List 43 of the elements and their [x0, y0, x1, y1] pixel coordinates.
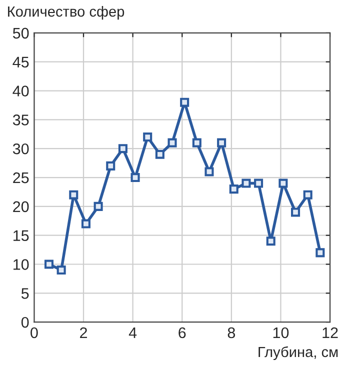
- point: [229, 184, 238, 194]
- point: [94, 202, 103, 211]
- y-axis-title: Количество сфер: [8, 6, 124, 20]
- x-tick-label: 8: [228, 327, 236, 338]
- x-tick-label: 10: [273, 327, 289, 338]
- x-tick-label: 6: [178, 327, 186, 338]
- y-tick-label: 0: [21, 316, 29, 328]
- x-axis-title: Глубина, см: [258, 346, 338, 360]
- point: [316, 248, 325, 258]
- point: [242, 178, 251, 188]
- x-tick-label: 4: [128, 328, 137, 338]
- point: [217, 138, 226, 148]
- point: [291, 208, 300, 217]
- y-tick-label: 25: [13, 172, 29, 184]
- y-tick-label: 50: [12, 28, 29, 39]
- y-tick-label: 20: [13, 201, 29, 212]
- point: [204, 167, 214, 176]
- x-tick-label: 12: [322, 327, 338, 338]
- point: [266, 236, 276, 246]
- x-tick-label: 2: [80, 327, 87, 338]
- point: [192, 138, 202, 148]
- point: [130, 172, 140, 182]
- y-tick-label: 10: [14, 259, 29, 270]
- x-tick-label: 0: [30, 327, 38, 338]
- y-tick-label: 15: [14, 230, 29, 242]
- y-tick-label: 35: [12, 114, 29, 126]
- point: [56, 266, 66, 275]
- y-tick-label: 45: [12, 56, 29, 68]
- point: [118, 144, 128, 154]
- point: [81, 219, 90, 228]
- point: [254, 178, 264, 188]
- point: [106, 161, 116, 170]
- point: [278, 178, 288, 188]
- y-tick-label: 40: [12, 86, 29, 96]
- y-tick-label: 5: [21, 288, 29, 299]
- point: [143, 132, 152, 142]
- point: [303, 190, 312, 200]
- point: [44, 260, 54, 269]
- point: [168, 138, 177, 148]
- point: [69, 190, 78, 200]
- y-tick-label: 30: [12, 143, 29, 154]
- point: [180, 98, 190, 107]
- point: [155, 150, 164, 159]
